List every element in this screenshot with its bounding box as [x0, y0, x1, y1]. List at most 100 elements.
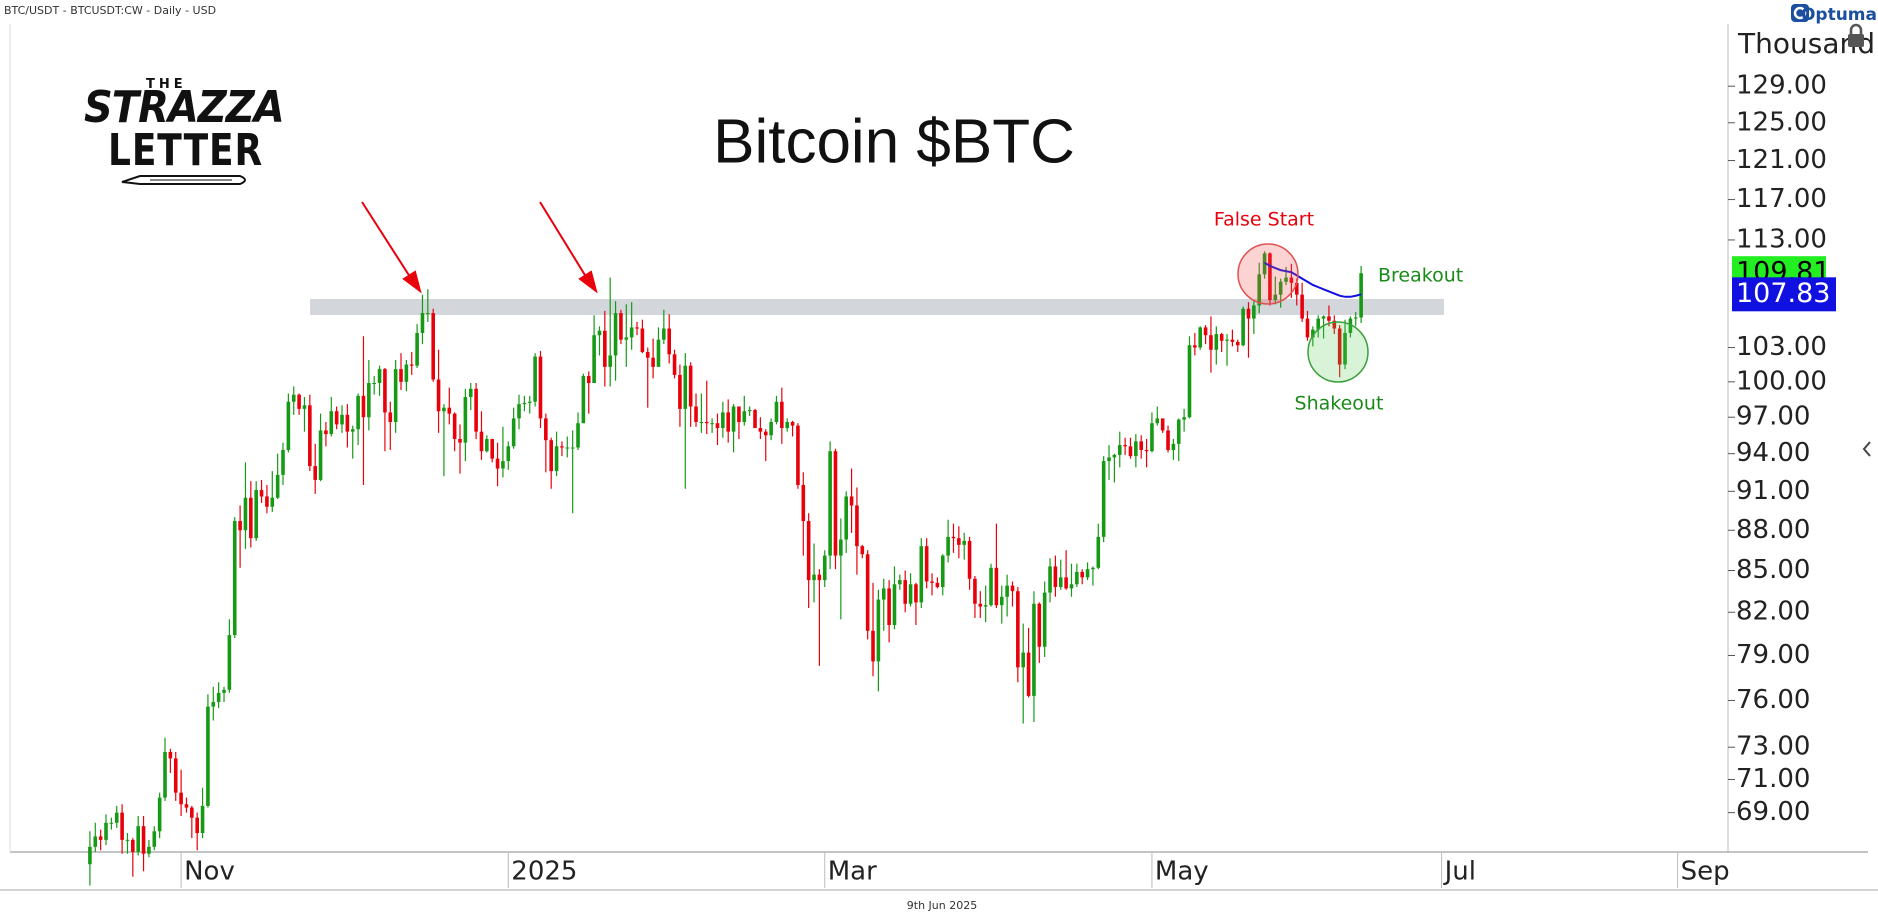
candle-body	[1112, 454, 1117, 458]
candle-body	[951, 536, 956, 539]
candle-body	[1289, 277, 1294, 283]
candle-body	[200, 805, 205, 834]
candle-body	[753, 410, 757, 429]
candle-body	[1026, 652, 1031, 696]
y-tick-label: 103.00	[1736, 332, 1827, 362]
candle-body	[989, 567, 993, 606]
annotation: False Start	[1214, 209, 1314, 231]
candle-body	[817, 574, 822, 581]
x-tick-label: Nov	[184, 857, 235, 887]
candle-body	[624, 337, 629, 340]
candle-body	[946, 536, 950, 556]
candle-body	[533, 356, 537, 402]
candle-body	[442, 407, 446, 412]
candle-body	[962, 540, 967, 545]
lock-body	[1848, 34, 1864, 47]
candle-body	[436, 379, 441, 412]
candle-body	[1139, 441, 1144, 450]
scroll-arrow[interactable]	[1862, 441, 1871, 457]
y-tick-label: 117.00	[1736, 184, 1827, 214]
candle-body	[485, 438, 489, 452]
logo-the: THE	[146, 77, 187, 92]
candle-body	[710, 423, 714, 425]
candle-body	[361, 395, 366, 418]
candle-body	[785, 422, 790, 429]
candle-body	[1353, 317, 1358, 319]
candle-body	[597, 330, 602, 336]
brand-icon-ring	[1793, 6, 1807, 20]
candle-body	[592, 335, 596, 384]
candle-body	[141, 826, 146, 854]
candle-body	[1214, 334, 1219, 350]
candle-body	[1144, 449, 1149, 452]
header: BTC/USDT - BTCUSDT:CW - Daily - USD	[4, 4, 216, 17]
candle-body	[1021, 652, 1026, 668]
candle-body	[903, 580, 908, 604]
y-tick-label: 113.00	[1736, 224, 1827, 254]
candle-body	[1155, 418, 1160, 424]
candle-body	[940, 555, 945, 588]
candle-body	[1268, 253, 1272, 301]
candle-body	[871, 630, 875, 662]
candle-body	[1128, 446, 1133, 457]
annotation: Shakeout	[1295, 393, 1384, 415]
candle-body	[313, 466, 317, 480]
candle-body	[1160, 418, 1165, 431]
candle-body	[1273, 294, 1278, 301]
candle-body	[1048, 566, 1052, 593]
candle-body	[935, 582, 940, 588]
candle-body	[640, 328, 645, 353]
brand-logo: Optuma	[1791, 4, 1877, 25]
candle-body	[688, 365, 693, 407]
candle-body	[447, 407, 452, 414]
candle-body	[881, 588, 886, 600]
candle-body	[581, 376, 586, 424]
candle-body	[908, 584, 913, 604]
candle-body	[243, 497, 248, 531]
arrows	[361, 201, 598, 294]
candle-body	[527, 401, 532, 403]
candle-body	[1252, 305, 1256, 319]
candle-body	[152, 831, 157, 847]
shakeout-circle	[1307, 321, 1369, 383]
annotation: Breakout	[1378, 265, 1463, 287]
candle-body	[844, 496, 849, 540]
y-tick-label: 125.00	[1736, 107, 1827, 137]
lock-icon	[1848, 23, 1864, 47]
candle-body	[1235, 341, 1240, 346]
candle-body	[1123, 445, 1127, 447]
candle-body	[291, 394, 296, 402]
overlay-price-box	[1732, 277, 1836, 312]
chart-title: Bitcoin $BTC	[713, 107, 1075, 176]
candle-body	[887, 588, 891, 626]
candle-body	[1032, 603, 1036, 696]
candle-body	[983, 605, 988, 607]
candle-body	[1166, 430, 1170, 450]
candle-body	[275, 474, 280, 498]
candle-body	[98, 836, 103, 840]
candle-body	[554, 446, 559, 472]
candle-body	[672, 354, 677, 375]
candle-body	[1085, 569, 1090, 578]
candle-body	[560, 446, 564, 448]
candle-body	[1284, 277, 1288, 282]
candle-body	[479, 431, 484, 452]
candle-body	[1327, 316, 1331, 321]
candle-body	[120, 812, 124, 840]
candle-body	[495, 458, 500, 469]
candle-body	[501, 461, 505, 469]
candle-body	[463, 397, 468, 443]
candle-body	[216, 692, 221, 702]
candle-body	[238, 521, 242, 531]
candle-body	[914, 584, 918, 603]
candle-body	[796, 425, 800, 485]
candle-body	[318, 430, 323, 480]
candle-body	[1069, 584, 1074, 589]
candle-body	[222, 689, 226, 693]
candle-body	[1300, 294, 1304, 319]
candle-body	[254, 490, 258, 539]
candle-body	[173, 758, 178, 793]
candle-body	[726, 412, 731, 432]
